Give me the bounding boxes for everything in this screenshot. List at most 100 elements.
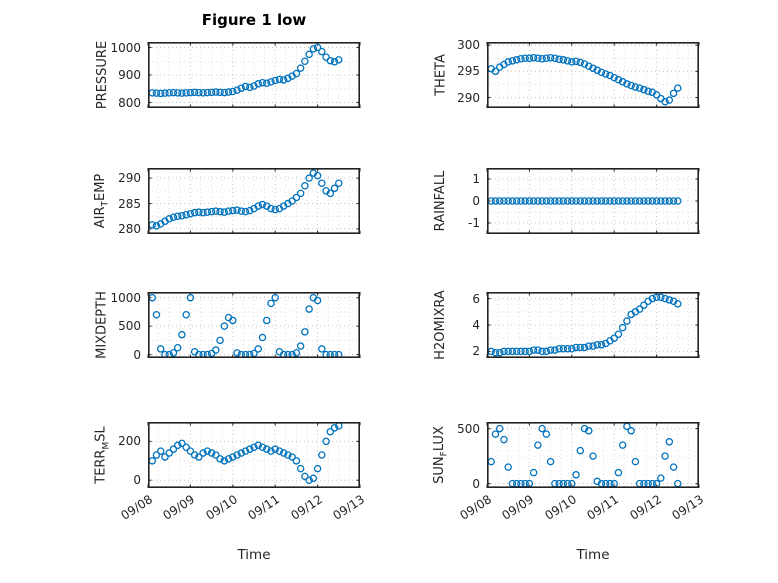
data-point [652, 293, 661, 302]
data-point [538, 55, 546, 63]
plot-area-mixdepth [147, 292, 361, 359]
data-point [254, 80, 262, 88]
data-point [305, 50, 313, 59]
data-point [674, 84, 682, 92]
data-point [224, 88, 233, 96]
data-point [665, 197, 674, 205]
data-point [674, 300, 682, 308]
data-point [635, 305, 644, 313]
data-point [551, 197, 559, 205]
axes-border [148, 292, 360, 359]
data-point [229, 316, 237, 325]
y-axis-label-sunflux: SUNFLUX [432, 426, 450, 484]
data-point [521, 347, 529, 356]
data-point [178, 89, 186, 97]
data-point [207, 349, 216, 358]
data-point [601, 197, 610, 205]
y-tick-label: 290 [457, 90, 480, 105]
data-point [614, 197, 623, 205]
data-point [504, 197, 512, 205]
data-point [254, 202, 262, 210]
data-point [631, 197, 640, 205]
data-point [585, 342, 593, 350]
data-point [555, 345, 563, 353]
data-point [326, 56, 335, 65]
data-point [559, 197, 568, 205]
data-point [618, 441, 627, 449]
y-tick-label: 0 [472, 194, 480, 208]
data-point [292, 69, 301, 78]
data-point [674, 197, 682, 205]
data-point [186, 447, 195, 455]
data-point [220, 457, 229, 465]
data-point [614, 75, 623, 84]
data-point [169, 445, 178, 453]
data-point [534, 197, 542, 205]
y-tick-label: 0 [133, 347, 141, 362]
data-point [330, 58, 339, 66]
data-point [207, 449, 216, 457]
data-point [190, 451, 199, 459]
data-point [296, 64, 305, 72]
data-point [551, 54, 559, 62]
data-point [580, 343, 589, 352]
data-point [580, 197, 589, 205]
data-point [593, 341, 601, 349]
data-point [233, 206, 241, 214]
data-point [258, 78, 267, 87]
data-point [589, 197, 597, 205]
data-point [296, 189, 305, 198]
data-point [512, 347, 521, 356]
data-point [301, 328, 309, 336]
axes-border [487, 422, 699, 489]
data-point [640, 85, 648, 94]
data-point [572, 343, 580, 352]
data-point [182, 443, 190, 451]
data-point [669, 89, 678, 98]
data-point [152, 311, 161, 319]
subplot-airtemp: 280 285 290 AIRTEMP [93, 168, 361, 235]
data-point [305, 174, 313, 182]
data-point [237, 449, 246, 457]
data-point [165, 449, 173, 457]
data-point [271, 76, 279, 85]
data-point [275, 75, 284, 84]
data-point [190, 88, 199, 97]
data-point [173, 212, 182, 220]
data-point [576, 58, 585, 67]
data-point [330, 184, 339, 193]
data-point [182, 311, 190, 319]
data-point [559, 345, 568, 353]
data-point [529, 346, 538, 354]
data-point [572, 197, 580, 205]
data-point [178, 211, 186, 220]
data-point [597, 68, 606, 77]
data-point [250, 82, 258, 90]
data-point [627, 427, 635, 435]
data-point [169, 213, 178, 222]
data-point [262, 79, 271, 88]
data-point [517, 197, 525, 205]
data-point [640, 301, 648, 309]
subplot-sunflux: 0 500 SUNFLUX 09/08 09/09 09/10 09/11 09/12 09/1… [432, 422, 706, 523]
data-point [254, 345, 262, 353]
data-point [618, 323, 627, 332]
data-point [322, 437, 330, 446]
data-point [652, 197, 661, 205]
data-point [258, 333, 267, 342]
data-point [500, 197, 508, 205]
data-point [173, 441, 182, 450]
data-point [508, 347, 517, 356]
data-point [534, 346, 542, 354]
y-axis-label-airtemp: AIRTEMP [93, 173, 111, 229]
data-point [182, 89, 190, 97]
data-point [292, 193, 301, 202]
data-point [589, 64, 597, 72]
data-point [284, 74, 292, 83]
data-point [546, 197, 555, 205]
data-point [517, 347, 525, 356]
data-point [601, 70, 610, 78]
data-point [555, 197, 563, 205]
data-point [318, 47, 326, 56]
data-point [635, 84, 644, 92]
